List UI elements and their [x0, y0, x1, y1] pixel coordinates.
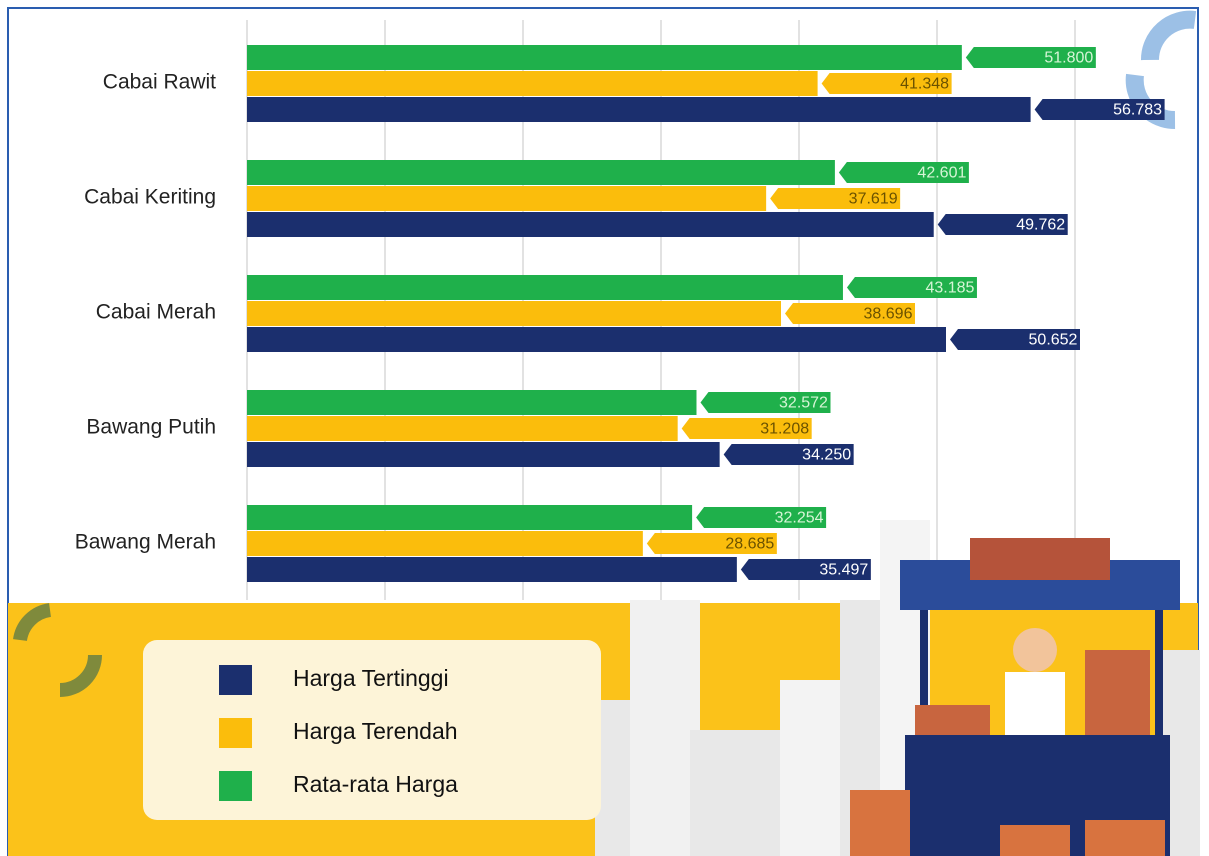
bar [247, 160, 835, 185]
page: Cabai Rawit 56.783 41.348 51.800 Cabai Kerit… [0, 0, 1209, 856]
value-label: 56.783 [1113, 102, 1162, 119]
bar [247, 212, 934, 237]
legend-swatch [219, 718, 252, 748]
legend-label: Rata-rata Harga [293, 771, 458, 797]
value-label: 32.254 [775, 510, 824, 527]
legend-label: Harga Tertinggi [293, 665, 449, 691]
bar [247, 531, 643, 556]
bar [247, 505, 692, 530]
bar [247, 301, 781, 326]
bar [247, 45, 962, 70]
value-label: 37.619 [849, 191, 898, 208]
bar [247, 416, 678, 441]
value-label: 38.696 [864, 306, 913, 323]
value-label: 50.652 [1029, 332, 1078, 349]
legend-swatch [219, 771, 252, 801]
chart: Cabai Rawit 56.783 41.348 51.800 Cabai Kerit… [0, 0, 1209, 856]
legend-swatch [219, 665, 252, 695]
value-label: 28.685 [725, 536, 774, 553]
value-label: 51.800 [1044, 50, 1093, 67]
bar [247, 71, 818, 96]
bar [247, 97, 1031, 122]
value-label: 49.762 [1016, 217, 1065, 234]
bar [247, 327, 946, 352]
value-label: 31.208 [760, 421, 809, 438]
bar [247, 442, 720, 467]
value-label: 42.601 [917, 165, 966, 182]
value-label: 35.497 [819, 562, 868, 579]
category-label: Bawang Putih [86, 416, 216, 439]
bar [247, 390, 696, 415]
legend-label: Harga Terendah [293, 718, 458, 744]
category-label: Bawang Merah [75, 531, 216, 554]
category-label: Cabai Rawit [103, 71, 216, 94]
category-label: Cabai Keriting [84, 186, 216, 209]
bar [247, 275, 843, 300]
bar [247, 186, 766, 211]
value-label: 43.185 [925, 280, 974, 297]
value-label: 41.348 [900, 76, 949, 93]
value-label: 34.250 [802, 447, 851, 464]
category-label: Cabai Merah [96, 301, 216, 324]
value-label: 32.572 [779, 395, 828, 412]
bar [247, 557, 737, 582]
